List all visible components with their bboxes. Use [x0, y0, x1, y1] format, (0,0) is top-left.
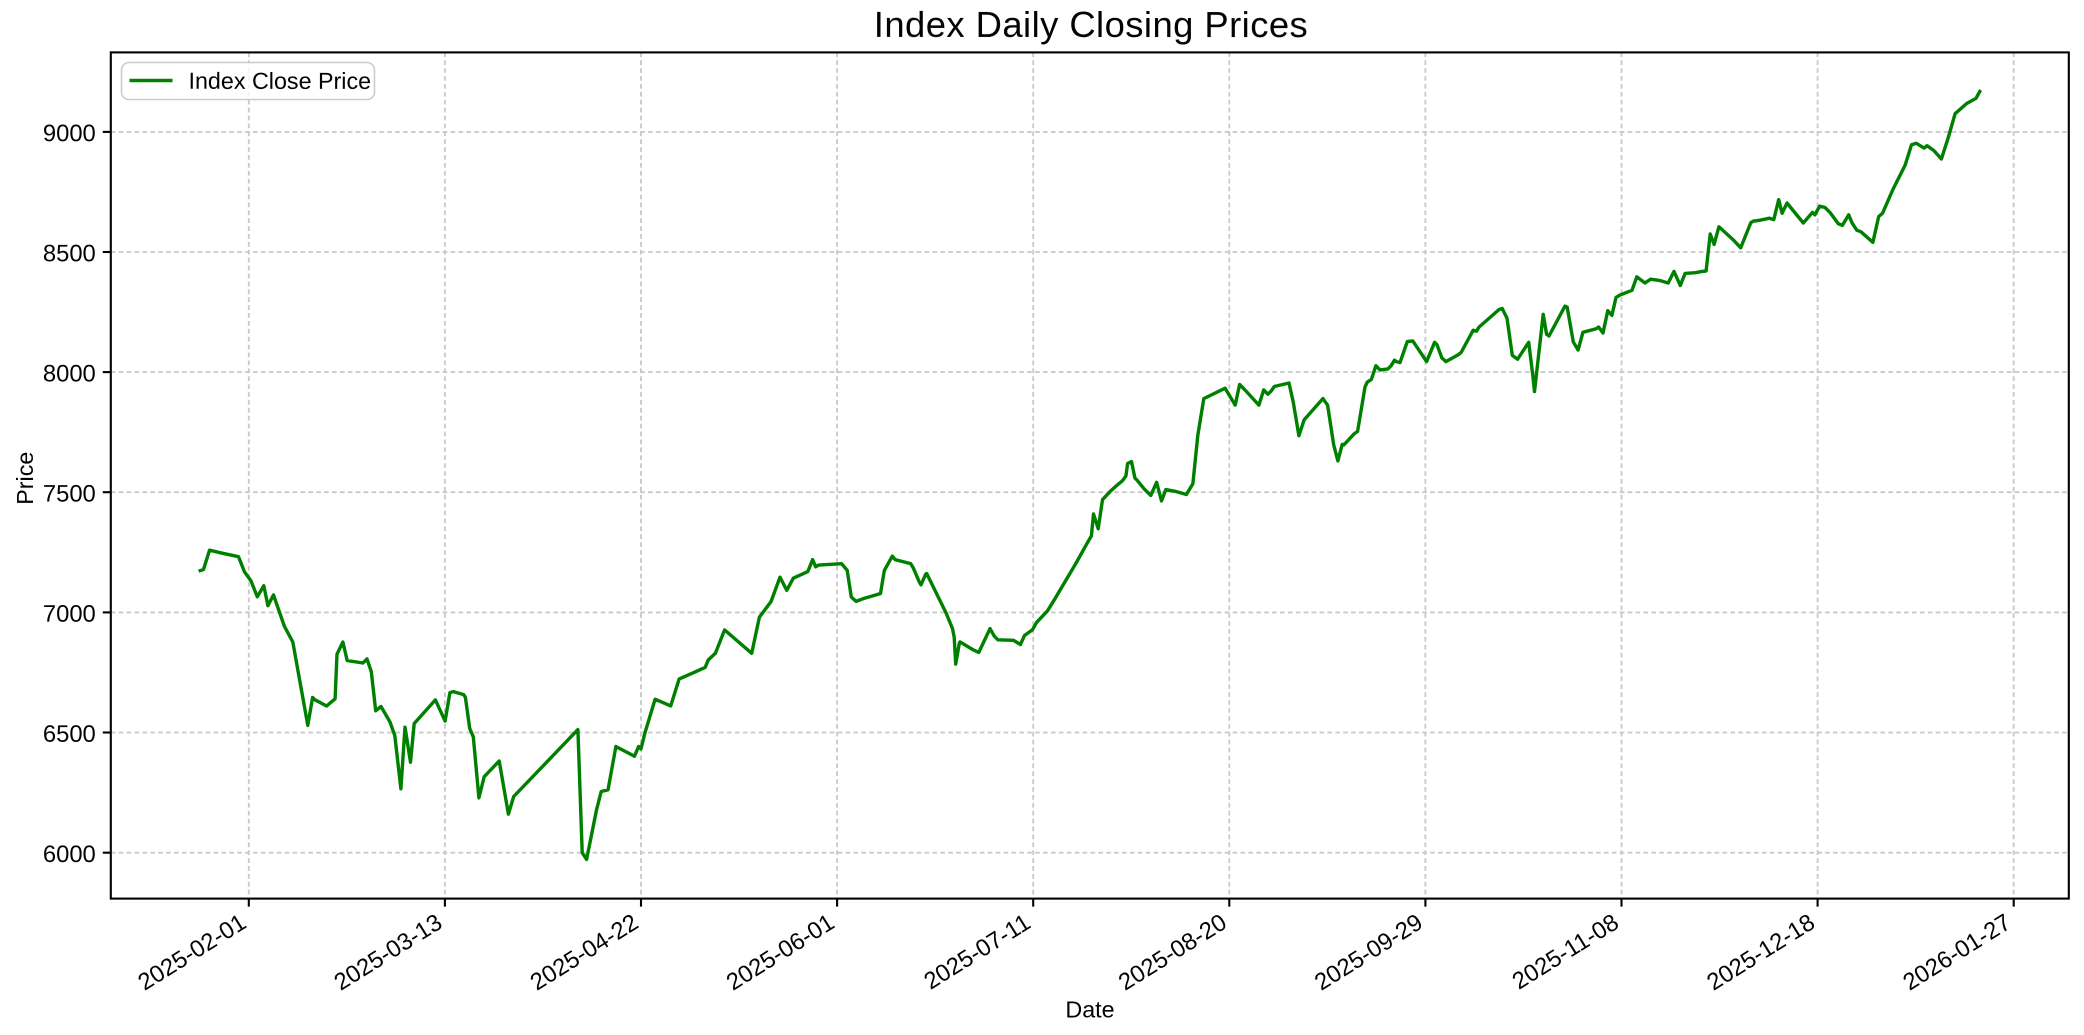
- svg-text:8500: 8500: [43, 240, 96, 267]
- svg-text:6500: 6500: [43, 721, 96, 748]
- svg-text:Price: Price: [12, 452, 38, 505]
- svg-text:Index Close Price: Index Close Price: [188, 68, 371, 94]
- svg-text:6000: 6000: [43, 841, 96, 868]
- svg-text:Date: Date: [1065, 997, 1114, 1023]
- svg-text:7500: 7500: [43, 480, 96, 507]
- svg-text:7000: 7000: [43, 601, 96, 628]
- svg-text:Index Daily Closing Prices: Index Daily Closing Prices: [874, 4, 1308, 45]
- svg-text:8000: 8000: [43, 360, 96, 387]
- svg-text:9000: 9000: [43, 120, 96, 147]
